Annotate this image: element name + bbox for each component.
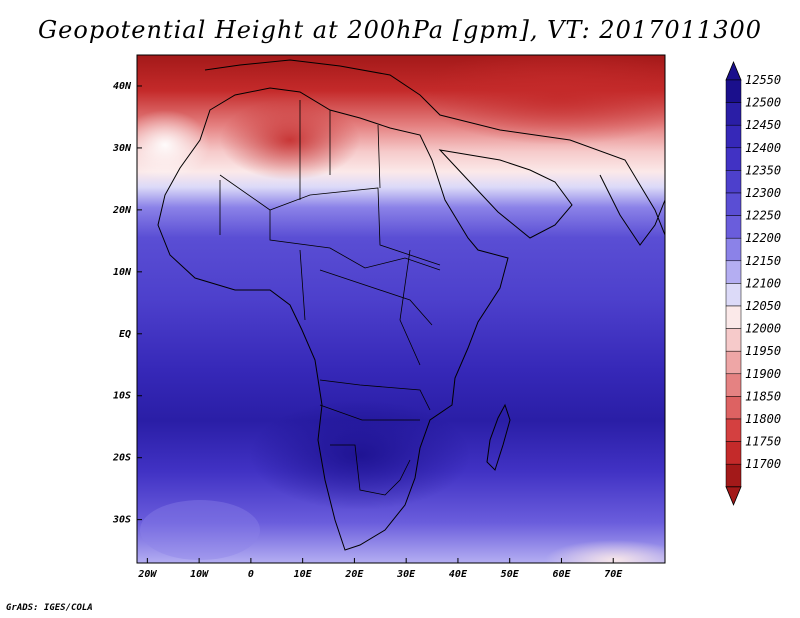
colorbar-level-label: 12550 <box>745 73 781 87</box>
lon-tick-label: 70E <box>604 569 623 580</box>
colorbar-swatch <box>725 170 742 194</box>
colorbar-swatch <box>725 283 742 307</box>
colorbar-level-label: 11950 <box>745 344 781 358</box>
colorbar-level-label: 12000 <box>745 322 781 336</box>
colorbar-level-label: 11750 <box>745 435 781 449</box>
colorbar-level-label: 11800 <box>745 412 781 426</box>
lon-tick-label: 20W <box>137 569 157 580</box>
colorbar-swatch <box>725 260 742 284</box>
colorbar-swatch <box>725 237 742 262</box>
lon-tick-label: 60E <box>552 569 571 580</box>
madagascar-coastline <box>486 403 511 471</box>
colorbar-level-label: 12400 <box>745 141 781 155</box>
africa-coastline <box>157 87 509 551</box>
lon-tick-label: 20E <box>344 569 364 580</box>
colorbar-level-label: 12350 <box>745 163 781 177</box>
colorbar-level-label: 12100 <box>745 276 781 290</box>
map-frame <box>136 54 666 564</box>
lon-tick-label: 40E <box>449 569 468 580</box>
latitude-axis: 40N 30N 20N 10N EQ 10S 20S 30S <box>112 81 142 526</box>
colorbar-swatch <box>725 418 742 442</box>
colorbar-level-label: 12200 <box>745 231 781 245</box>
lat-tick-label: 20N <box>112 205 132 216</box>
colorbar-level-label: 12050 <box>745 299 781 313</box>
arabia-coastline <box>438 149 573 239</box>
map-title: Geopotential Height at 200hPa [gpm], VT:… <box>38 16 762 44</box>
geopotential-height-field <box>137 55 665 563</box>
colorbar-swatch <box>725 305 742 329</box>
colorbar-swatch <box>725 102 742 126</box>
longitude-axis: 20W 10W 0 10E 20E 30E 40E 50E 60E 70E <box>137 558 623 580</box>
colorbar-swatch <box>725 328 742 352</box>
colorbar-swatch <box>725 215 742 239</box>
colorbar-level-label: 12500 <box>745 96 781 110</box>
colorbar-level-label: 12250 <box>745 209 781 223</box>
lon-tick-label: 10E <box>294 569 313 580</box>
lat-tick-label: 20S <box>112 453 131 464</box>
colorbar-swatch <box>725 396 742 420</box>
colorbar-level-label: 12450 <box>745 118 781 132</box>
india-coastline <box>599 174 665 246</box>
colorbar-swatch <box>725 350 742 375</box>
lat-tick-label: 30N <box>112 143 132 154</box>
colorbar-level-label: 12300 <box>745 186 781 200</box>
lon-tick-label: 50E <box>501 569 520 580</box>
lat-tick-label: 10S <box>113 391 131 402</box>
colorbar-swatch <box>725 373 742 397</box>
lat-tick-label: 10N <box>113 267 132 278</box>
colorbar-swatch <box>725 441 742 465</box>
colorbar-swatch <box>725 147 742 171</box>
colorbar-level-label: 12150 <box>745 254 781 268</box>
colorbar-legend: 12550 12500 12450 12400 12350 12300 12250 12200… <box>725 60 781 506</box>
lat-tick-label: 40N <box>113 81 132 92</box>
lon-tick-label: 0 <box>248 569 254 580</box>
colorbar-level-label: 11700 <box>745 457 781 471</box>
colorbar-swatch <box>725 124 742 149</box>
colorbar-swatch <box>725 192 742 216</box>
coastline-outlines <box>157 59 665 551</box>
lat-tick-label: 30S <box>112 515 131 526</box>
lat-tick-label: EQ <box>119 329 131 340</box>
grads-credit: GrADS: IGES/COLA <box>6 603 93 613</box>
lon-tick-label: 10W <box>190 569 209 580</box>
europe-coastline <box>204 59 665 236</box>
colorbar-swatch <box>725 463 742 488</box>
country-borders <box>219 100 441 496</box>
colorbar-level-label: 11850 <box>745 389 781 403</box>
colorbar-swatch <box>725 79 742 103</box>
colorbar-level-label: 11900 <box>745 367 781 381</box>
lon-tick-label: 30E <box>396 569 416 580</box>
colorbar-underflow-arrow <box>725 486 742 506</box>
colorbar-overflow-arrow <box>725 60 742 81</box>
